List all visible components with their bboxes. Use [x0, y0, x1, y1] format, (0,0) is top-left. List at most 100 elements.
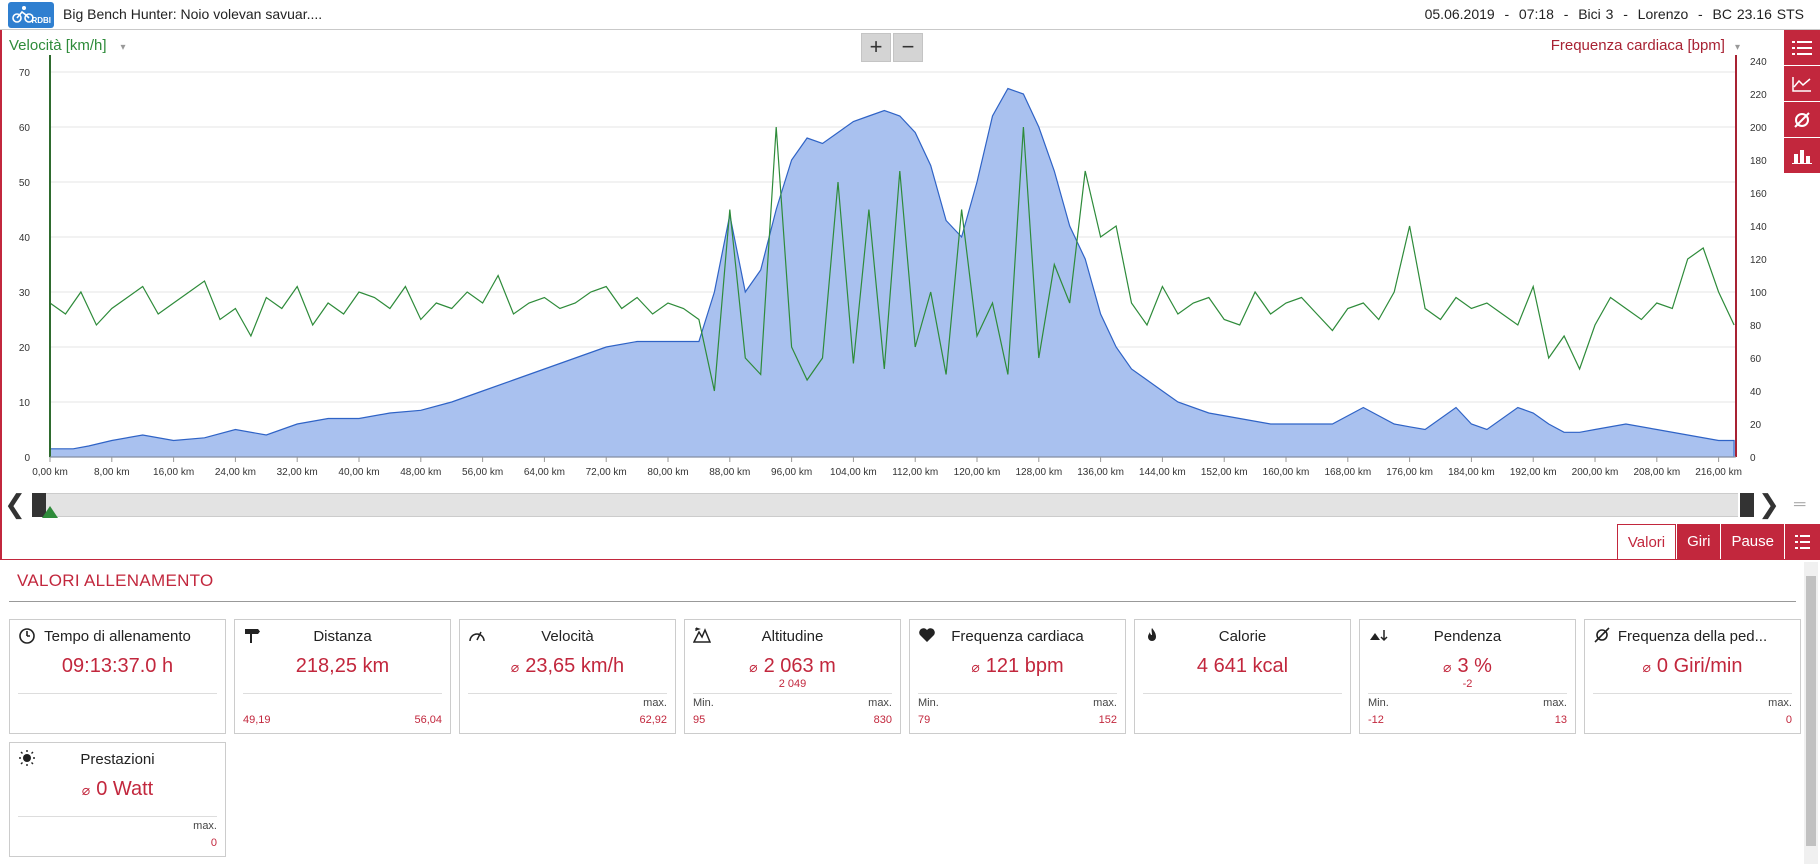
app-logo[interactable]: RDBI	[8, 2, 54, 28]
x-tick-label: 40,00 km	[338, 467, 379, 478]
card-title: Tempo di allenamento	[44, 628, 191, 645]
x-tick-label: 104,00 km	[830, 467, 877, 478]
average-icon: ⌀	[749, 659, 758, 675]
x-tick-label: 160,00 km	[1263, 467, 1310, 478]
average-icon	[1794, 111, 1810, 128]
panel-menu-button[interactable]	[1784, 524, 1820, 560]
card-training-time[interactable]: Tempo di allenamento ⌀09:13:37.0 h	[9, 619, 226, 734]
card-title: Altitudine	[761, 628, 824, 645]
panel-divider	[9, 601, 1796, 602]
zoom-out-button[interactable]: −	[893, 33, 923, 62]
card-divider	[18, 816, 217, 817]
card-left-value: 79	[918, 714, 931, 726]
x-tick-label: 136,00 km	[1077, 467, 1124, 478]
x-tick-label: 112,00 km	[892, 467, 938, 478]
card-value: ⌀4 641 kcal	[1135, 655, 1350, 678]
left-axis-selector[interactable]: Velocità [km/h] ▾	[9, 37, 126, 54]
card-divider	[18, 693, 217, 694]
card-speed[interactable]: Velocità ⌀ 23,65 km/h max. 62,92	[459, 619, 676, 734]
card-sub-value: -2	[1462, 678, 1473, 690]
card-left-value: 49,19	[243, 714, 271, 726]
zoom-in-button[interactable]: +	[861, 33, 891, 62]
card-heart-rate[interactable]: Frequenza cardiaca ⌀ 121 bpm Min. max. 79 152	[909, 619, 1126, 734]
x-tick-label: 208,00 km	[1633, 467, 1680, 478]
x-tick-label: 16,00 km	[153, 467, 194, 478]
range-end-handle[interactable]	[1740, 493, 1754, 517]
right-axis-selector[interactable]: Frequenza cardiaca [bpm] ▾	[1551, 37, 1740, 54]
card-right-value: 0	[1785, 714, 1792, 726]
list-icon	[1792, 40, 1812, 55]
card-gradient[interactable]: Pendenza ⌀ 3 % -2 Min. max. -12 13	[1359, 619, 1576, 734]
position-marker[interactable]	[42, 506, 58, 518]
card-cadence[interactable]: Frequenza della ped... ⌀ 0 Giri/min max. 0	[1584, 619, 1801, 734]
card-divider	[1143, 693, 1342, 694]
card-value: ⌀ 23,65 km/h	[460, 655, 675, 678]
vertical-scrollbar[interactable]	[1804, 562, 1818, 864]
meta-separator: -	[1698, 6, 1703, 22]
card-right-label: max.	[643, 697, 667, 709]
right-axis-label: Frequenza cardiaca [bpm]	[1550, 37, 1725, 54]
scroll-right-button[interactable]: ❯	[1758, 489, 1780, 519]
card-divider	[1593, 693, 1792, 694]
tab-giri[interactable]: Giri	[1676, 524, 1721, 560]
workout-user: Lorenzo	[1637, 6, 1689, 22]
tab-underline	[0, 559, 1820, 560]
card-value-text: 2 063 m	[763, 655, 836, 677]
card-left-value: 95	[693, 714, 706, 726]
workout-bike: Bici 3	[1578, 6, 1614, 22]
card-right-label: max.	[868, 697, 892, 709]
y-tick-left: 0	[24, 453, 30, 464]
y-tick-right: 60	[1750, 354, 1762, 365]
speed-line	[49, 126, 1735, 392]
stopwatch-icon	[18, 626, 38, 644]
x-tick-label: 56,00 km	[462, 467, 503, 478]
workout-device: BC 23.16 STS	[1712, 6, 1805, 22]
card-value: ⌀ 0 Giri/min	[1585, 655, 1800, 678]
x-tick-label: 200,00 km	[1572, 467, 1619, 478]
card-value: ⌀ 121 bpm	[910, 655, 1125, 678]
line-chart-button[interactable]	[1784, 66, 1820, 101]
y-tick-left: 10	[19, 398, 31, 409]
heart-icon	[918, 626, 938, 644]
x-tick-label: 0,00 km	[32, 467, 68, 478]
scroll-left-button[interactable]: ❮	[4, 489, 26, 519]
workout-date: 05.06.2019	[1424, 6, 1495, 22]
tab-valori[interactable]: Valori	[1616, 524, 1677, 560]
card-right-label: max.	[1543, 697, 1567, 709]
card-distance[interactable]: Distanza ⌀218,25 km 49,19 56,04	[234, 619, 451, 734]
range-track[interactable]	[46, 493, 1738, 517]
x-tick-label: 152,00 km	[1201, 467, 1248, 478]
bar-chart-icon	[1792, 149, 1812, 164]
panel-tabs: Valori Giri Pause	[1616, 524, 1820, 560]
card-right-value: 56,04	[414, 714, 442, 726]
card-calories[interactable]: Calorie ⌀4 641 kcal	[1134, 619, 1351, 734]
card-power[interactable]: Prestazioni ⌀ 0 Watt max. 0	[9, 742, 226, 857]
range-scrollbar: ❮ ❯	[0, 490, 1786, 520]
y-tick-right: 0	[1750, 453, 1756, 464]
chevron-down-icon: ▾	[120, 42, 126, 53]
x-tick-label: 168,00 km	[1324, 467, 1371, 478]
workout-chart[interactable]: 0 10 20 30 40 50 60 70 0 20 40 60 80 100 120 140 160 180 2…	[0, 31, 1786, 491]
chevron-down-icon: ▾	[1734, 42, 1740, 53]
x-tick-label: 80,00 km	[647, 467, 688, 478]
card-title: Frequenza cardiaca	[951, 628, 1084, 645]
tab-pause[interactable]: Pause	[1720, 524, 1784, 560]
card-divider	[918, 693, 1117, 694]
y-tick-left: 60	[19, 123, 31, 134]
y-tick-right: 40	[1750, 387, 1762, 398]
y-tick-left: 20	[19, 343, 31, 354]
card-divider	[243, 693, 442, 694]
vertical-scroll-thumb[interactable]	[1806, 576, 1816, 846]
scrollbar-menu-button[interactable]: ═	[1794, 496, 1806, 513]
list-view-button[interactable]	[1784, 30, 1820, 65]
average-button[interactable]	[1784, 102, 1820, 137]
card-value: ⌀ 0 Watt	[10, 778, 225, 801]
card-title: Prestazioni	[80, 751, 155, 768]
y-tick-left: 40	[19, 233, 31, 244]
card-right-label: max.	[193, 820, 217, 832]
x-tick-label: 88,00 km	[709, 467, 750, 478]
bar-chart-button[interactable]	[1784, 138, 1820, 173]
x-tick-label: 184,00 km	[1448, 467, 1495, 478]
mountain-icon	[692, 626, 713, 644]
